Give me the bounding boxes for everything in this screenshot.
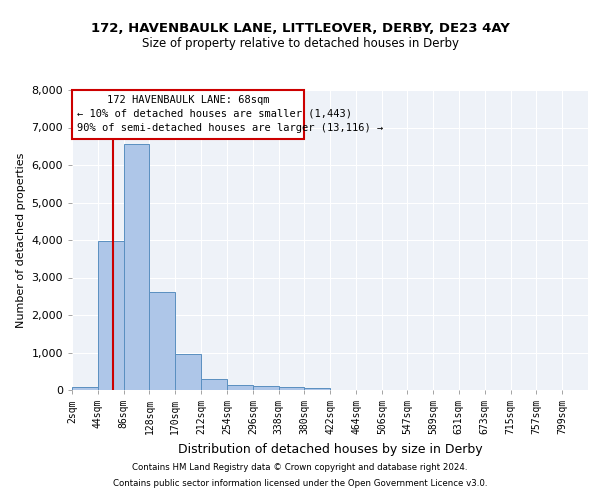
- Bar: [253, 386, 278, 390]
- Text: 90% of semi-detached houses are larger (13,116) →: 90% of semi-detached houses are larger (…: [77, 123, 383, 133]
- Bar: [304, 388, 331, 390]
- Bar: [227, 386, 253, 390]
- Bar: [201, 379, 227, 390]
- Bar: [124, 144, 149, 390]
- Text: 172 HAVENBAULK LANE: 68sqm: 172 HAVENBAULK LANE: 68sqm: [107, 95, 269, 105]
- Y-axis label: Number of detached properties: Number of detached properties: [16, 152, 26, 328]
- Text: Contains public sector information licensed under the Open Government Licence v3: Contains public sector information licen…: [113, 478, 487, 488]
- Bar: [72, 387, 98, 390]
- Text: Size of property relative to detached houses in Derby: Size of property relative to detached ho…: [142, 38, 458, 51]
- Bar: [149, 292, 175, 390]
- Bar: [175, 354, 201, 390]
- Text: 172, HAVENBAULK LANE, LITTLEOVER, DERBY, DE23 4AY: 172, HAVENBAULK LANE, LITTLEOVER, DERBY,…: [91, 22, 509, 36]
- X-axis label: Distribution of detached houses by size in Derby: Distribution of detached houses by size …: [178, 442, 482, 456]
- Text: Contains HM Land Registry data © Crown copyright and database right 2024.: Contains HM Land Registry data © Crown c…: [132, 464, 468, 472]
- FancyBboxPatch shape: [72, 90, 304, 138]
- Text: ← 10% of detached houses are smaller (1,443): ← 10% of detached houses are smaller (1,…: [77, 108, 352, 118]
- Bar: [278, 387, 304, 390]
- Bar: [98, 241, 124, 390]
